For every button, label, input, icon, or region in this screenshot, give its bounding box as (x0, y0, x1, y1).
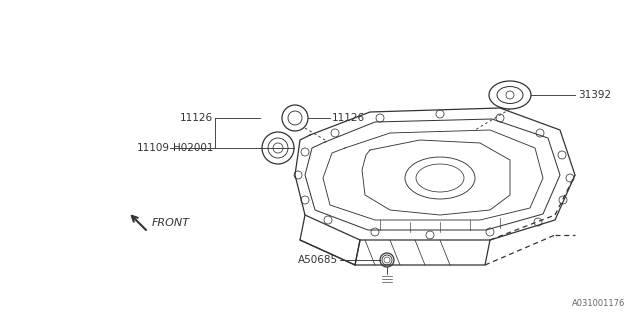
Text: H02001: H02001 (173, 143, 213, 153)
Text: FRONT: FRONT (152, 218, 190, 228)
Text: 11109: 11109 (137, 143, 170, 153)
Text: A50685: A50685 (298, 255, 338, 265)
Text: 11126: 11126 (332, 113, 365, 123)
Text: 31392: 31392 (578, 90, 611, 100)
Text: 11126: 11126 (180, 113, 213, 123)
Text: A031001176: A031001176 (572, 299, 625, 308)
